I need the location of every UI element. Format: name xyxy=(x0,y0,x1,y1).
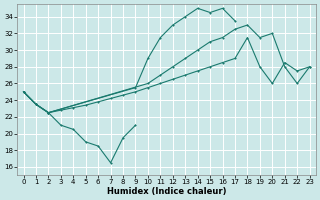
X-axis label: Humidex (Indice chaleur): Humidex (Indice chaleur) xyxy=(107,187,226,196)
